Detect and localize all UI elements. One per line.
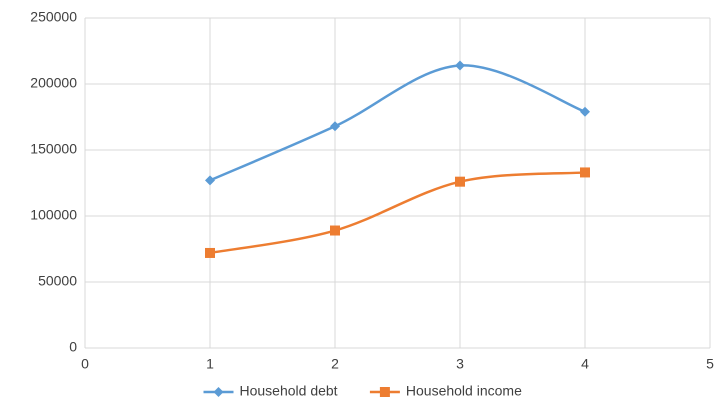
marker (330, 121, 340, 132)
y-tick-label: 150000 (30, 141, 77, 157)
x-tick-label: 4 (581, 356, 589, 372)
y-tick-label: 250000 (30, 9, 77, 25)
marker (580, 167, 590, 178)
marker (205, 175, 215, 186)
marker (330, 225, 340, 236)
marker (379, 387, 390, 397)
x-tick-label: 1 (206, 356, 214, 372)
marker (455, 176, 465, 187)
x-tick-label: 3 (456, 356, 464, 372)
legend-label: Household income (406, 383, 522, 399)
x-tick-label: 5 (706, 356, 714, 372)
legend-label: Household debt (240, 383, 338, 399)
series-line (209, 171, 586, 255)
marker (213, 387, 224, 397)
marker (205, 247, 215, 258)
y-tick-label: 200000 (30, 75, 77, 91)
x-tick-label: 2 (331, 356, 339, 372)
marker (580, 106, 590, 117)
series-line (209, 64, 586, 182)
y-tick-label: 50000 (38, 273, 77, 289)
y-tick-label: 0 (69, 339, 77, 355)
y-tick-label: 100000 (30, 207, 77, 223)
x-tick-label: 0 (81, 356, 89, 372)
marker (455, 60, 465, 71)
